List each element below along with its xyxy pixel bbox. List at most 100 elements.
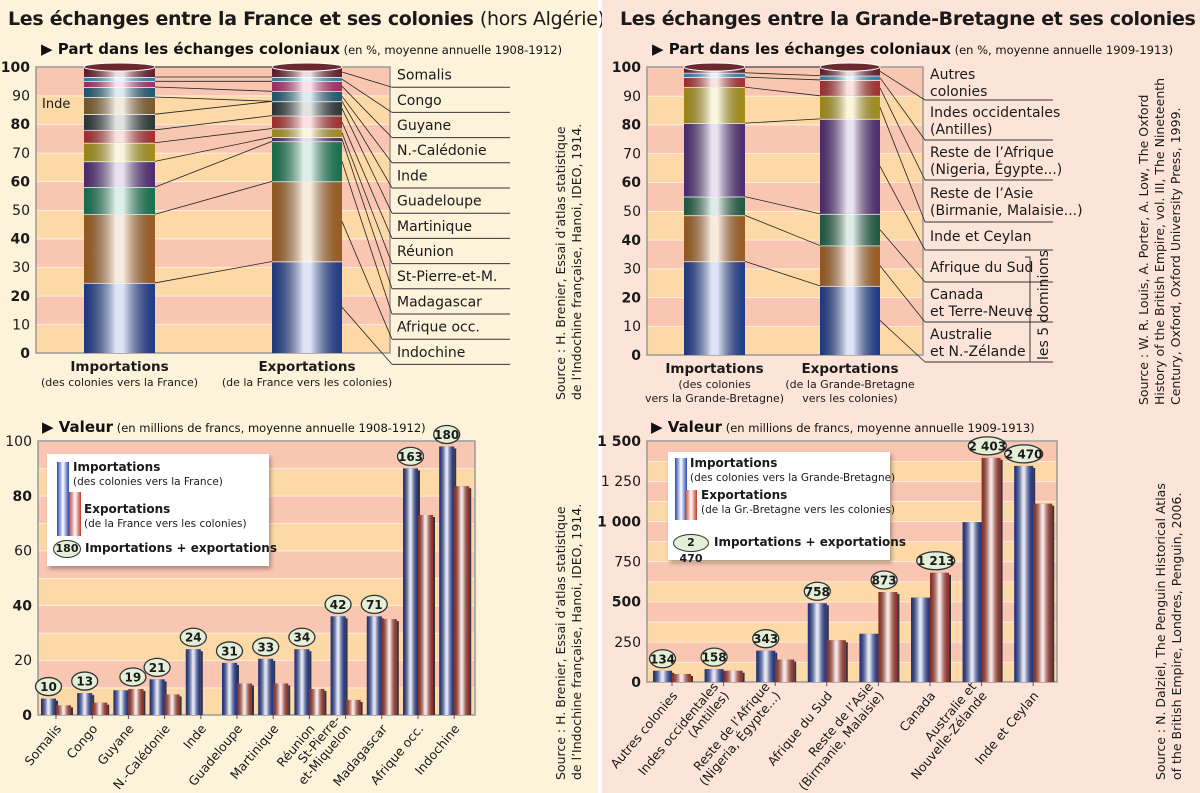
connector-line bbox=[744, 261, 821, 287]
category-label-line: Congo bbox=[63, 721, 100, 761]
total-value-line: 158 bbox=[702, 651, 727, 665]
legend-imports-label: Importations bbox=[690, 456, 778, 470]
total-value-line: 21 bbox=[149, 661, 166, 675]
connector-line bbox=[341, 96, 393, 164]
y-tick-label-line: 100 bbox=[612, 60, 641, 76]
export-bar-shine bbox=[237, 683, 252, 715]
segment-shine bbox=[272, 115, 342, 129]
heading-arrow: ▶ bbox=[42, 418, 59, 436]
source-text-line: Source : N. Dalziel, The Penguin Histori… bbox=[1153, 483, 1168, 780]
export-bar-shine bbox=[826, 640, 846, 682]
series-label: Congo bbox=[397, 93, 442, 109]
chart-heading: ▶ Part dans les échanges coloniaux (en %… bbox=[652, 40, 1173, 58]
series-label-line: (Nigeria, Égypte...) bbox=[930, 161, 1062, 178]
cylinder-top bbox=[271, 62, 343, 72]
source-text: Source : N. Dalziel, The Penguin Histori… bbox=[1153, 483, 1168, 780]
series-label: Canada et Terre-Neuve bbox=[930, 287, 1033, 320]
y-tick-label: 20 bbox=[11, 289, 31, 305]
segment-shine bbox=[84, 129, 155, 143]
export-bar-shine bbox=[128, 688, 144, 715]
panel-title-france: Les échanges entre la France et ses colo… bbox=[8, 8, 605, 30]
connector-line bbox=[744, 214, 821, 246]
y-tick-label: 30 bbox=[12, 260, 30, 276]
import-bar-shine bbox=[704, 669, 724, 682]
connector-line bbox=[744, 118, 821, 124]
connector-line bbox=[879, 87, 926, 181]
total-value-line: 758 bbox=[805, 585, 830, 599]
import-bar-shine bbox=[807, 603, 827, 682]
legend-france: Importations (des colonies vers la Franc… bbox=[47, 454, 277, 566]
export-bar-shadow bbox=[469, 488, 472, 715]
export-bar-shadow bbox=[1000, 459, 1003, 682]
connector-line bbox=[341, 71, 393, 88]
import-bar-shine bbox=[41, 698, 56, 715]
y-tick-label-line: 0 bbox=[631, 348, 641, 364]
total-value: 134 bbox=[650, 652, 675, 666]
plot-band bbox=[38, 605, 475, 633]
series-label-line: Congo bbox=[397, 93, 442, 109]
connector-line bbox=[154, 140, 273, 188]
source-text-line: de l’Indochine française, Hanoi, IDEO, 1… bbox=[569, 504, 584, 780]
connector-line bbox=[341, 161, 393, 315]
connector-line bbox=[341, 108, 393, 214]
total-value: 13 bbox=[76, 675, 93, 689]
series-label: Afrique du Sud bbox=[930, 260, 1033, 276]
connector-line bbox=[154, 128, 273, 144]
connector-line bbox=[154, 96, 273, 102]
y-tick-label-line: 50 bbox=[12, 203, 30, 219]
y-tick-label: 0 bbox=[20, 346, 30, 362]
export-bar-shadow bbox=[324, 690, 327, 715]
segment-shine bbox=[272, 67, 342, 78]
source-text-line: History of the British Empire, vol. III,… bbox=[1152, 78, 1167, 405]
plot-band bbox=[38, 660, 475, 688]
series-label-line: N.-Calédonie bbox=[397, 143, 487, 159]
y-tick-label-line: 0 bbox=[22, 708, 32, 724]
connector-line bbox=[879, 77, 926, 141]
chart-heading: ▶ Part dans les échanges coloniaux (en %… bbox=[41, 40, 562, 58]
cylinder-top bbox=[819, 62, 881, 72]
y-tick-label-line: 1 000 bbox=[597, 514, 641, 530]
series-label-line: Canada bbox=[930, 287, 983, 303]
y-tick-label: 40 bbox=[622, 233, 642, 249]
source-text-line: of the British Empire, Londres, Penguin,… bbox=[1169, 493, 1184, 780]
heading-note: (en %, moyenne annuelle 1908-1912) bbox=[340, 43, 562, 57]
series-label-line: Inde bbox=[397, 168, 428, 184]
plot-band bbox=[647, 641, 1057, 662]
source-text: of the British Empire, Londres, Penguin,… bbox=[1169, 493, 1184, 780]
y-tick-label: 10 bbox=[12, 317, 30, 333]
import-bar-shine bbox=[77, 693, 93, 715]
total-value: 34 bbox=[294, 631, 311, 645]
y-tick-label-line: 30 bbox=[623, 262, 641, 278]
total-bubble bbox=[288, 627, 316, 647]
total-value-line: 180 bbox=[434, 428, 459, 442]
y-tick-label: 90 bbox=[623, 89, 641, 105]
series-label-line: St-Pierre-et-M. bbox=[397, 269, 497, 285]
segment-shine bbox=[684, 261, 745, 355]
export-bar-shine bbox=[672, 673, 691, 682]
export-bar-shadow bbox=[360, 701, 363, 715]
total-value-line: 19 bbox=[125, 670, 142, 684]
connector-line bbox=[879, 265, 926, 323]
total-value-line: 134 bbox=[650, 652, 675, 666]
segment-shine bbox=[84, 214, 155, 283]
import-bar-shine bbox=[756, 650, 776, 682]
y-tick-label: 1 000 bbox=[597, 514, 641, 530]
y-tick-label-line: 80 bbox=[13, 489, 33, 505]
total-value-line: 31 bbox=[221, 644, 238, 658]
export-bar-shadow bbox=[949, 574, 951, 682]
category-label: Somalis bbox=[21, 721, 64, 768]
segment-shine bbox=[820, 95, 880, 119]
series-label: Reste de l’Afrique (Nigeria, Égypte...) bbox=[930, 145, 1062, 178]
legend-exports-label: Exportations bbox=[701, 488, 788, 502]
import-bar-shine bbox=[330, 616, 346, 715]
export-bar-shine bbox=[723, 670, 743, 682]
total-value-line: 24 bbox=[185, 631, 202, 645]
import-bar-shine bbox=[439, 446, 455, 715]
series-label: Reste de l’Asie (Birmanie, Malaisie...) bbox=[930, 186, 1083, 219]
heading-text: Valeur bbox=[668, 418, 723, 436]
bar-label: Exportations bbox=[258, 359, 355, 375]
import-bar-shadow bbox=[345, 618, 348, 715]
bracket-label: les 5 dominions bbox=[1036, 250, 1052, 360]
total-value: 2 470 bbox=[1005, 447, 1043, 461]
total-bubble bbox=[215, 641, 244, 661]
